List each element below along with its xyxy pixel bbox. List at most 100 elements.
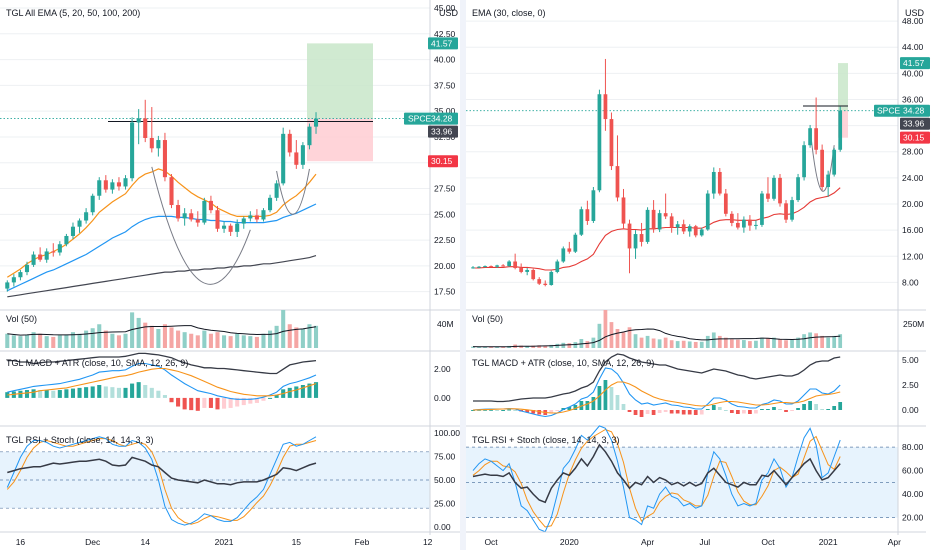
l-candle-body	[5, 282, 10, 289]
r-volume-bar	[471, 346, 475, 348]
l-candle-body	[57, 244, 62, 253]
r-macd-hist-bar	[832, 406, 837, 410]
l-candle-body	[202, 200, 207, 223]
chart-divider[interactable]	[460, 0, 466, 550]
r-candle-body	[495, 265, 499, 267]
r-macd-hist-bar	[645, 410, 650, 414]
r-macd-tick-label: 2.50	[902, 380, 919, 390]
l-candle-body	[294, 152, 299, 165]
r-macd-hist-bar	[681, 410, 686, 415]
r-volume-bar	[778, 339, 782, 348]
r-time-tick-label: Apr	[888, 537, 901, 547]
r-candle-body	[531, 269, 536, 280]
l-candle-body	[110, 182, 115, 190]
r-candle-body	[693, 226, 698, 236]
r-volume-bar	[627, 327, 632, 348]
r-candle-body	[742, 219, 746, 228]
r-volume-bar	[639, 337, 644, 348]
l-rsi-band	[0, 451, 430, 509]
r-candle-body	[748, 219, 752, 226]
r-macd-hist-bar	[657, 410, 662, 413]
l-macd-hist-bar	[268, 397, 273, 399]
r-rsi-line	[472, 443, 841, 504]
r-price-tick-label: 44.00	[902, 42, 924, 52]
l-price-tick-label: 27.50	[434, 184, 456, 194]
right-chart-panel[interactable]: 8.0012.0016.0020.0024.0028.0032.0036.004…	[466, 0, 930, 547]
r-volume-bar	[681, 340, 686, 348]
r-price-tick-label: 16.00	[902, 225, 924, 235]
r-candle-body	[778, 177, 782, 204]
r-macd-hist-bar	[754, 410, 758, 414]
l-candle-body	[182, 213, 187, 219]
r-candle-body	[675, 224, 680, 228]
right-stop-tag: 30.15	[900, 131, 930, 144]
right-time-axis[interactable]: Oct 2020 Apr Jul Oct 2021 Apr	[466, 531, 926, 547]
right-price-pane	[466, 20, 926, 311]
l-volume-bar	[241, 335, 246, 348]
r-macd-tick-label: 5.00	[902, 355, 919, 365]
left-chart-panel[interactable]: 17.5020.0022.5025.0027.5030.0032.5035.00…	[0, 0, 460, 547]
l-macd-hist-bar	[143, 385, 148, 398]
l-macd-hist-bar	[241, 397, 246, 406]
r-volume-bar	[645, 335, 650, 348]
l-macd-hist-bar	[103, 386, 108, 398]
l-candle-body	[235, 223, 240, 232]
r-volume-bar	[699, 341, 704, 348]
l-rsi-tick-label: 75.00	[434, 452, 456, 462]
l-macd-hist-bar	[57, 390, 62, 398]
l-candle-body	[228, 225, 233, 232]
r-volume-bar	[766, 338, 770, 348]
right-target-tag: 41.57	[900, 57, 930, 70]
right-price-axis[interactable]: 8.0012.0016.0020.0024.0028.0032.0036.004…	[897, 0, 924, 535]
r-candle-body	[717, 171, 722, 194]
l-candle-body	[261, 210, 266, 220]
l-macd-hist-bar	[189, 397, 194, 411]
l-candle-body	[307, 126, 312, 146]
r-rsi-tick-label: 60.00	[902, 466, 924, 476]
l-macd-hist-bar	[254, 397, 259, 403]
r-price-tick-label: 20.00	[902, 199, 924, 209]
r-volume-bar	[615, 329, 620, 348]
r-ema30-line	[473, 187, 841, 271]
right-macd-title: TGL MACD + ATR (close, 10, SMA, 12, 26, …	[472, 358, 654, 368]
l-price-tick-label: 17.50	[434, 287, 456, 297]
r-candle-body	[489, 266, 493, 268]
r-volume-bar	[693, 341, 698, 348]
right-volume-title: Vol (50)	[472, 314, 503, 324]
r-candle-body	[579, 209, 584, 235]
r-candle-body	[657, 213, 662, 230]
l-volume-bar	[11, 335, 16, 348]
r-volume-bar	[705, 335, 710, 348]
r-volume-bar	[537, 345, 542, 348]
l-macd-hist-bar	[202, 397, 207, 408]
r-volume-bar	[760, 337, 764, 348]
left-currency-label: USD	[439, 8, 459, 18]
l-volume-bar	[287, 324, 292, 348]
r-macd-hist-bar	[531, 410, 536, 414]
r-candle-body	[549, 271, 554, 286]
l-volume-bar	[222, 335, 227, 348]
l-candle-body	[44, 251, 49, 260]
r-macd-hist-bar	[633, 410, 638, 415]
r-candle-body	[814, 128, 818, 150]
r-volume-bar	[603, 310, 608, 348]
r-volume-bar	[796, 337, 800, 348]
l-macd-hist-bar	[116, 387, 121, 398]
r-volume-bar	[735, 339, 740, 348]
l-target-zone	[307, 43, 373, 119]
r-macd-hist-bar	[735, 410, 740, 414]
left-volume-title: Vol (50)	[6, 314, 37, 324]
right-volume-tick: 250M	[903, 319, 924, 329]
l-macd-hist-bar	[274, 395, 279, 398]
l-macd-hist-bar	[300, 385, 305, 398]
r-volume-bar	[838, 334, 843, 348]
l-volume-bar	[77, 333, 82, 348]
l-macd-hist-bar	[136, 382, 141, 398]
r-stop-zone	[838, 110, 848, 138]
r-macd-hist-bar	[814, 404, 818, 410]
l-volume-bar	[195, 335, 200, 348]
left-time-axis[interactable]: 16 Dec 14 2021 15 Feb 12	[0, 531, 460, 547]
l-price-tick-label: 45.00	[434, 3, 456, 13]
l-candle-body	[116, 182, 121, 187]
